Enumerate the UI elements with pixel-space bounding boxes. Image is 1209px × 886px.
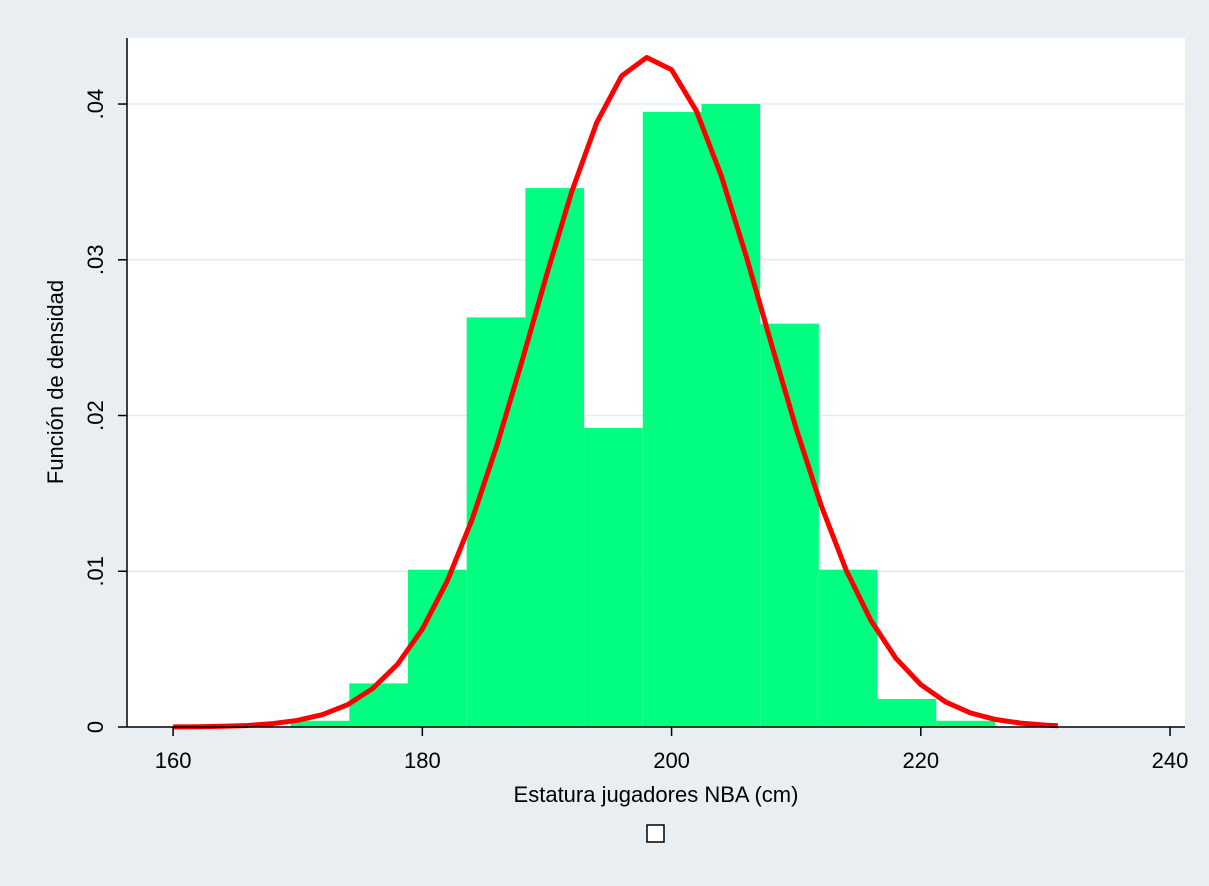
y-axis-title: Función de densidad (43, 280, 68, 484)
y-tick-label: .01 (83, 556, 108, 587)
bar (408, 569, 467, 727)
bar (701, 104, 761, 727)
x-tick-label: 200 (653, 748, 690, 773)
y-tick-label: .02 (83, 400, 108, 431)
bar (525, 188, 585, 728)
bar (290, 720, 350, 727)
x-tick-label: 180 (404, 748, 441, 773)
bar (642, 111, 702, 728)
legend-box (646, 824, 665, 843)
x-tick-label: 240 (1152, 748, 1189, 773)
bar (877, 698, 937, 727)
x-tick-label: 220 (902, 748, 939, 773)
bar (818, 569, 878, 727)
y-tick-label: .03 (83, 244, 108, 275)
x-tick-label: 160 (155, 748, 192, 773)
x-axis-title: Estatura jugadores NBA (cm) (514, 782, 799, 807)
bar (349, 683, 409, 727)
bar (584, 427, 643, 727)
density-curve (173, 54, 1059, 730)
bar (936, 720, 995, 727)
bar (760, 323, 819, 727)
y-tick-label: .04 (83, 89, 108, 120)
y-tick-label: 0 (83, 721, 108, 733)
